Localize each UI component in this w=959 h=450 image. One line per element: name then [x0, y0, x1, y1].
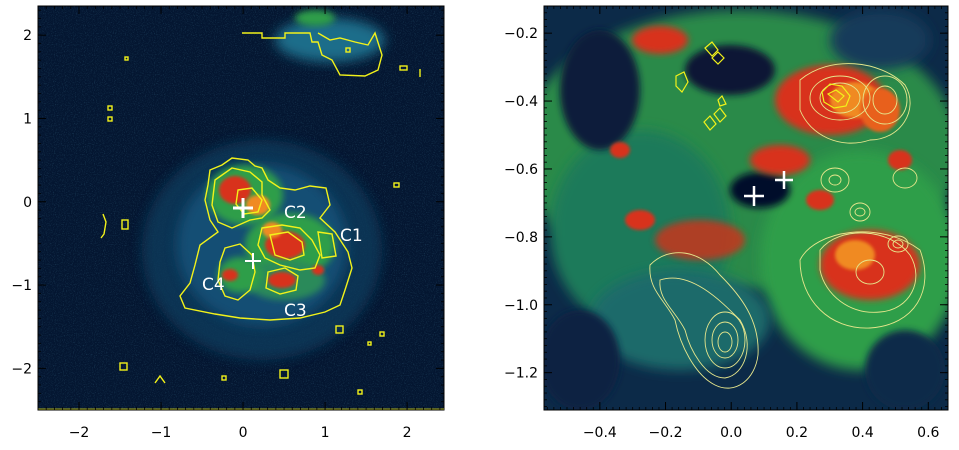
y-tick-label: −1.2 [504, 366, 538, 382]
y-tick-label: −1.0 [504, 298, 538, 314]
label-c1: C1 [340, 226, 363, 246]
x-tick-label: 2 [403, 425, 412, 441]
left-contours [100, 31, 421, 395]
left-panel: C2 C1 C4 C3 −2 −1 0 1 2 −2 −1 0 1 2 [11, 5, 445, 441]
x-tick-label: −1 [151, 425, 172, 441]
y-tick-label: 1 [23, 111, 32, 127]
y-tick-label: −0.2 [504, 26, 538, 42]
right-plot-frame [543, 5, 949, 411]
left-x-tick-labels: −2 −1 0 1 2 [69, 425, 412, 441]
right-cross-2-marker [775, 171, 793, 189]
x-tick-label: 0.2 [786, 425, 808, 441]
right-y-tick-labels: −1.2 −1.0 −0.8 −0.6 −0.4 −0.2 [504, 26, 538, 381]
y-tick-label: −0.4 [504, 94, 538, 110]
left-y-tick-labels: −2 −1 0 1 2 [11, 28, 32, 377]
y-tick-label: 2 [23, 28, 32, 44]
x-tick-label: −0.2 [649, 425, 683, 441]
x-tick-label: 0.6 [917, 425, 939, 441]
y-tick-label: −2 [11, 361, 32, 377]
left-plot-frame [37, 5, 445, 411]
right-map-image [544, 6, 948, 410]
right-panel: −0.4 −0.2 0.0 0.2 0.4 0.6 −1.2 −1.0 −0.8 −0.6 −0.… [504, 5, 949, 441]
right-markers [744, 171, 793, 206]
right-cross-1-marker [744, 186, 764, 206]
right-axis-ticks [544, 5, 949, 410]
y-tick-label: −1 [11, 278, 32, 294]
y-tick-label: −0.6 [504, 162, 538, 178]
label-c3: C3 [284, 301, 307, 321]
y-tick-label: 0 [23, 195, 32, 211]
x-tick-label: 1 [321, 425, 330, 441]
right-x-tick-labels: −0.4 −0.2 0.0 0.2 0.4 0.6 [583, 425, 940, 441]
left-axis-ticks [37, 6, 444, 411]
label-c2: C2 [284, 203, 307, 223]
right-bright-contours [675, 41, 851, 131]
right-contours [649, 63, 926, 389]
x-tick-label: −0.4 [583, 425, 617, 441]
x-tick-label: 0.4 [851, 425, 873, 441]
left-cross-2-marker [245, 253, 261, 269]
label-c4: C4 [202, 275, 225, 295]
left-annotations: C2 C1 C4 C3 [202, 203, 363, 321]
x-tick-label: 0 [239, 425, 248, 441]
y-tick-label: −0.8 [504, 230, 538, 246]
left-markers [233, 198, 261, 269]
x-tick-label: −2 [69, 425, 90, 441]
left-map-image: C2 C1 C4 C3 [38, 6, 444, 410]
left-cross-1-marker [233, 198, 253, 218]
x-tick-label: 0.0 [720, 425, 742, 441]
